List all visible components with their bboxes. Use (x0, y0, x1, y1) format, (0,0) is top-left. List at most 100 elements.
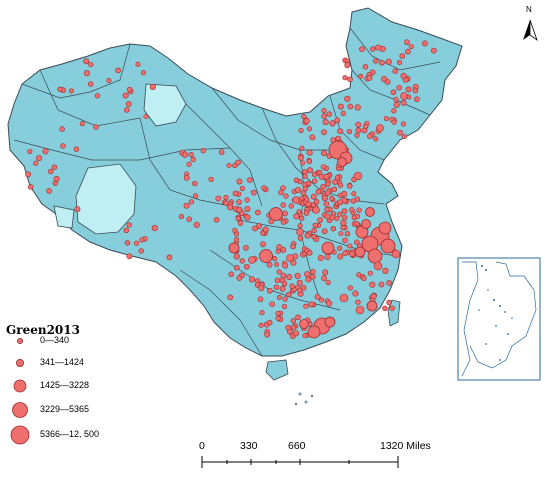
city-bubble (27, 184, 34, 190)
city-bubble (358, 73, 364, 79)
city-bubble (341, 190, 348, 198)
city-bubble (366, 75, 373, 81)
city-bubble (302, 173, 308, 179)
city-bubble (310, 193, 317, 200)
city-bubble (380, 238, 396, 254)
city-bubble (337, 157, 347, 167)
city-bubble (354, 132, 360, 138)
city-bubble (280, 185, 286, 191)
city-bubble (329, 195, 335, 201)
city-bubble (355, 305, 365, 315)
city-bubble (279, 285, 286, 292)
city-bubble (286, 274, 293, 280)
city-bubble (190, 156, 196, 163)
north-label: N (526, 5, 532, 14)
legend-label: 1425—3228 (40, 380, 90, 390)
city-bubble (391, 108, 397, 114)
city-bubble (280, 219, 287, 225)
pale-region-south (53, 205, 75, 229)
city-bubble (338, 231, 344, 237)
city-bubble (393, 96, 399, 102)
city-bubble (349, 250, 356, 257)
city-bubble (342, 237, 348, 244)
city-bubble (337, 253, 344, 260)
pale-region-north (143, 83, 187, 127)
city-bubble (400, 72, 407, 79)
city-bubble (306, 158, 313, 165)
city-bubble (243, 263, 250, 270)
city-bubble (324, 213, 331, 220)
city-bubble (244, 197, 250, 203)
city-bubble (322, 269, 329, 276)
city-bubble (274, 277, 281, 284)
city-bubble (250, 189, 257, 196)
city-bubble (306, 167, 314, 174)
city-bubble (115, 67, 121, 74)
city-bubble (286, 254, 294, 262)
city-bubble (106, 78, 112, 84)
city-bubble (94, 93, 101, 99)
city-bubble (124, 240, 131, 246)
city-bubble (283, 193, 289, 199)
city-bubble (297, 223, 303, 229)
city-bubble (381, 76, 388, 82)
city-bubble (93, 124, 99, 130)
city-bubble (370, 293, 377, 300)
city-bubble (307, 325, 321, 339)
city-bubble (275, 248, 281, 254)
city-bubble (181, 151, 189, 158)
city-bubble (188, 151, 194, 158)
city-bubble (405, 48, 411, 55)
city-bubble (57, 86, 63, 92)
city-bubble (275, 310, 281, 316)
city-bubble (375, 44, 382, 51)
city-bubble (248, 256, 256, 264)
city-bubble (300, 190, 307, 196)
city-bubble (321, 150, 327, 157)
city-bubble (227, 294, 234, 301)
city-bubble (396, 59, 403, 66)
city-bubble (42, 148, 49, 155)
city-bubble (60, 143, 66, 149)
city-bubble (305, 276, 312, 283)
city-bubble (344, 95, 351, 102)
city-bubble (276, 269, 282, 275)
legend-label: 3229—5365 (40, 404, 90, 414)
city-bubble (244, 205, 251, 212)
city-bubble (208, 176, 214, 183)
city-bubble (227, 204, 234, 211)
city-bubble (296, 209, 302, 215)
city-bubble (258, 322, 264, 328)
city-bubble (385, 58, 392, 65)
city-bubble (334, 216, 340, 222)
city-bubble (149, 83, 156, 90)
city-bubble (294, 272, 301, 279)
city-bubble (342, 250, 348, 256)
city-bubble (252, 225, 258, 232)
city-bubble (334, 117, 341, 124)
city-bubble (378, 281, 385, 288)
city-bubble (347, 285, 353, 291)
city-bubble (312, 206, 320, 214)
city-bubble (292, 196, 300, 204)
city-bubble (337, 103, 344, 110)
city-bubble (83, 70, 91, 77)
city-bubble (301, 113, 307, 120)
city-bubble (324, 189, 331, 196)
city-bubble (236, 199, 242, 205)
city-bubble (303, 117, 310, 124)
city-bubble (367, 270, 373, 276)
city-bubble (297, 154, 304, 161)
city-bubble (399, 53, 406, 59)
city-bubble (236, 178, 243, 185)
city-bubble (295, 314, 301, 321)
city-bubble (300, 160, 306, 166)
city-bubble (143, 113, 149, 120)
city-bubble (412, 87, 419, 94)
legend-item: 5366—12, 500 (0, 424, 160, 446)
city-bubble (280, 272, 287, 279)
city-bubble (365, 207, 375, 217)
city-bubble (326, 300, 333, 307)
city-bubble (347, 76, 353, 83)
city-bubble (290, 324, 297, 331)
